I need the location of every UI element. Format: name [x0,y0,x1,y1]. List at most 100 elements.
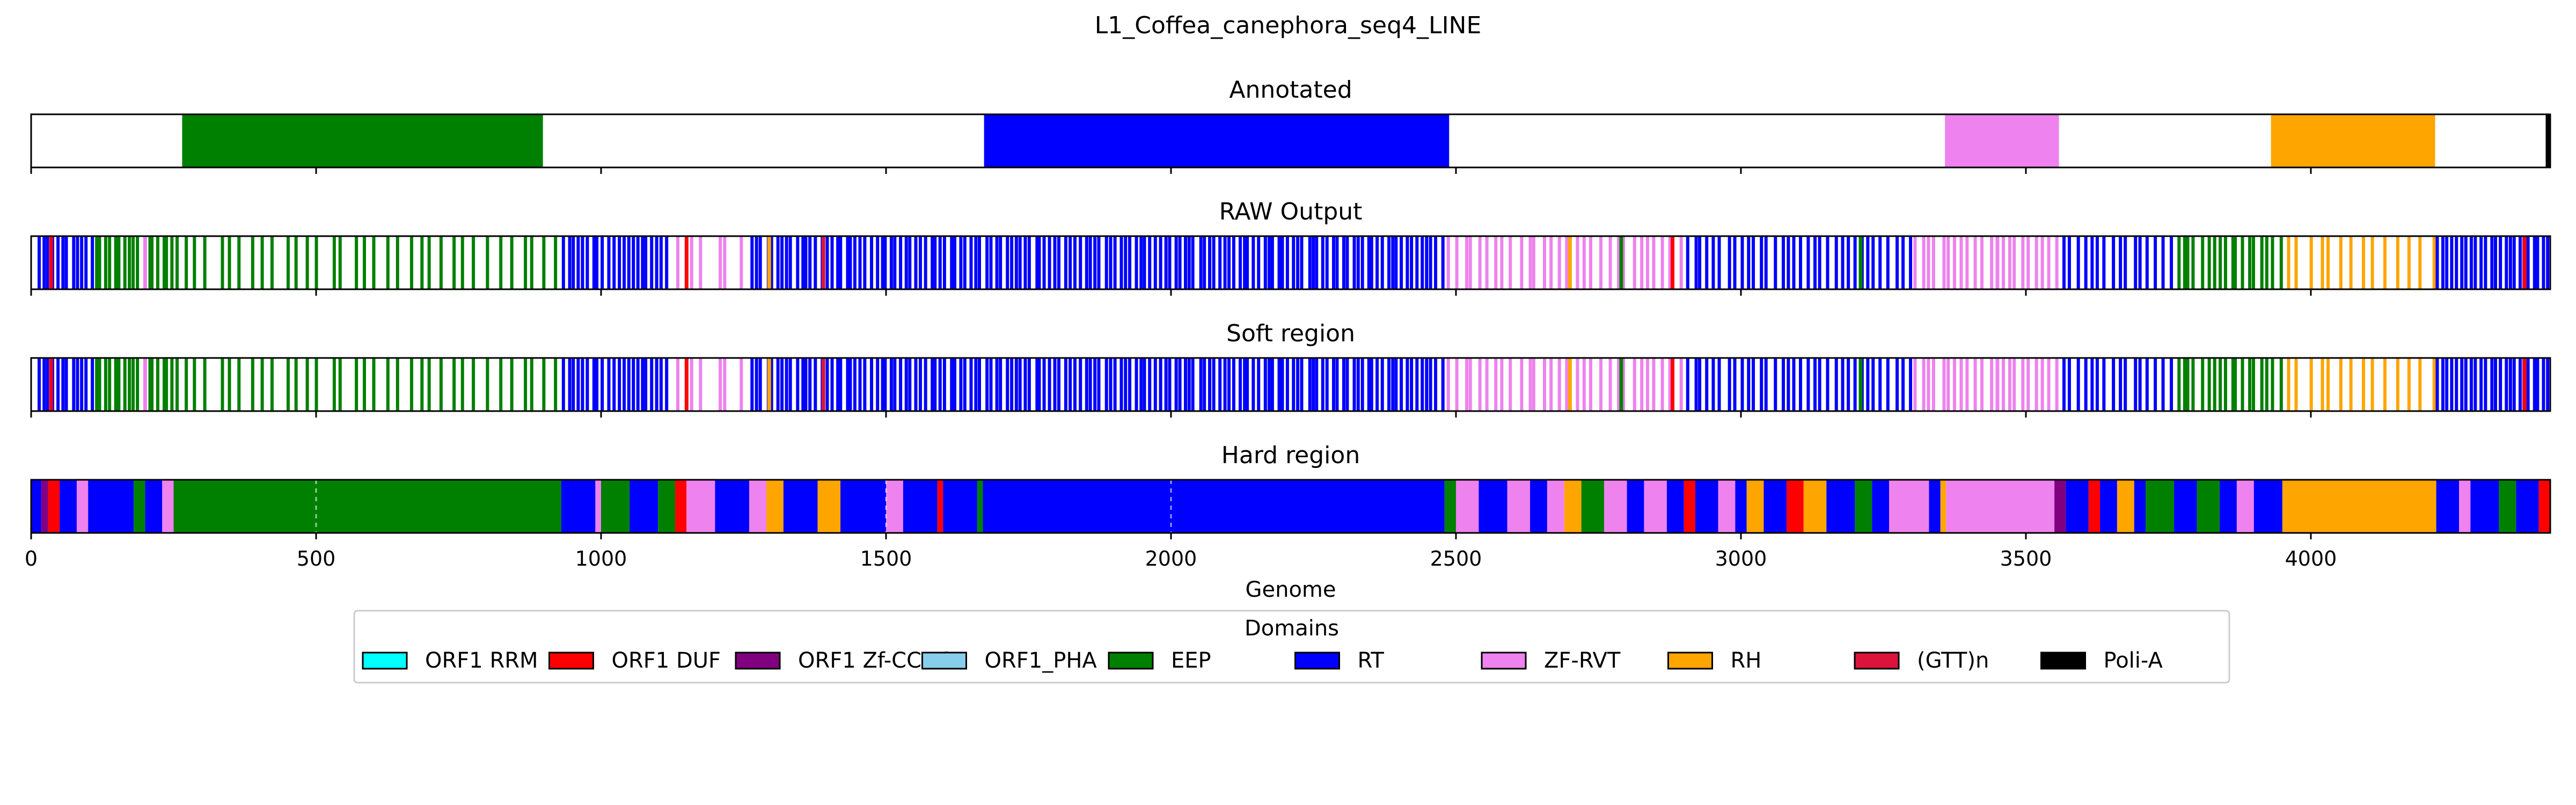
hard-region-segment-rt [783,480,818,533]
panel-raw-output-marks [37,236,2550,289]
x-tick-label: 1000 [575,547,627,570]
hard-region-segment-orf1-zf-cchc [41,480,48,533]
hard-region-segment-zf-rvt [2236,480,2254,533]
panel-title-hard-region: Hard region [1221,442,1360,469]
hard-region-segment-zf-rvt [1604,480,1627,533]
hard-region-segment-rt [2066,480,2089,533]
hard-region-segment-zf-rvt [595,480,601,533]
legend-label-rt: RT [1358,648,1385,673]
panel-title-annotated: Annotated [1229,76,1352,104]
hard-region-segment-rt [561,480,596,533]
hard-region-segment-zf-rvt [749,480,766,533]
hard-region-segment-rt [1929,480,1941,533]
hard-region-segment-rt [1666,480,1684,533]
hard-region-segment-rt [2174,480,2197,533]
panel-title-raw-output: RAW Output [1219,198,1363,225]
hard-region-segment-eep [977,480,983,533]
x-tick-label: 2500 [1430,547,1482,570]
hard-region-segment-zf-rvt [162,480,174,533]
panel-hard-region: Hard region [30,442,2551,539]
hard-region-segment-eep [658,480,676,533]
panel-soft-region-ticks [30,411,2312,418]
hard-region-segment-rt [903,480,938,533]
hard-region-segment-rh [2117,480,2134,533]
hard-region-segment-orf1-zf-cchc [2054,480,2066,533]
hard-region-segment-rt [630,480,658,533]
legend-swatch-rt [1294,652,1340,670]
hard-region-segment-rt [1763,480,1787,533]
legend-swatch-rh [1667,652,1713,670]
hard-region-segment-rt [145,480,163,533]
hard-region-segment-zf-rvt [1455,480,1479,533]
legend-label-gtt-n: (GTT)n [1917,648,1989,673]
legend-swatch-poli-a [2040,652,2086,670]
panel-soft-region-frame [30,357,2551,412]
hard-region-segment-eep [173,480,561,533]
hard-region-segment-rt [2100,480,2117,533]
legend: Domains ORF1 RRM ORF1 DUF ORF1 Zf-CCHC ORF1… [353,610,2230,684]
hard-region-segment-rt [1479,480,1507,533]
hard-region-segment-rt [1627,480,1644,533]
panel-soft-region-marks [37,358,2550,411]
hard-region-segment-rh [1940,480,1946,533]
hard-region-segment-rt [1826,480,1855,533]
x-axis: 0 500 1000 1500 2000 2500 3000 3500 4000 [25,547,2337,570]
panel-hard-region-ticks [30,533,2312,539]
legend-frame [353,610,2230,684]
annotated-segment-rt [984,114,1450,167]
hard-region-segment-rt [2516,480,2539,533]
hard-region-segment-eep [1444,480,1456,533]
panel-raw-output-ticks [30,289,2312,296]
hard-region-segment-rh [1803,480,1827,533]
legend-items: ORF1 RRM ORF1 DUF ORF1 Zf-CCHC ORF1_PHA EEP R… [362,648,2163,673]
hard-region-segment-eep [134,480,145,533]
hard-region-segment-rh [2282,480,2436,533]
x-tick-label: 4000 [2285,547,2337,570]
legend-label-orf1-duf: ORF1 DUF [612,648,721,673]
hard-region-segment-zf-rvt [686,480,715,533]
legend-swatch-orf1-zf-cchc [735,652,781,670]
panel-raw-output: RAW Output [30,198,2551,296]
x-tick-label: 1500 [860,547,912,570]
x-axis-label: Genome [1245,577,1336,602]
panel-annotated: Annotated [30,76,2551,174]
x-tick-label: 3000 [1715,547,1767,570]
hard-region-segment-orf1-duf [1684,480,1696,533]
legend-label-poli-a: Poli-A [2104,648,2163,673]
hard-region-segment-orf1-duf [48,480,60,533]
hard-region-segment-rt [1872,480,1890,533]
legend-swatch-eep [1108,652,1154,670]
hard-region-segment-rh [1746,480,1764,533]
figure-title: L1_Coffea_canephora_seq4_LINE [1095,12,1482,39]
hard-region-segment-eep [1581,480,1605,533]
x-tick-label: 500 [297,547,336,570]
hard-region-segment-zf-rvt [76,480,89,533]
annotated-segment-zf-rvt [1945,114,2059,167]
legend-title: Domains [1245,616,1339,641]
legend-label-rh: RH [1731,648,1762,673]
panel-soft-region: Soft region [30,320,2551,418]
hard-region-segment-orf1-duf [937,480,943,533]
hard-region-segment-rt [88,480,134,533]
hard-region-segment-rt [983,480,1445,533]
hard-region-segment-rt [715,480,750,533]
x-tick-label: 0 [25,547,38,570]
hard-region-segment-rt [2470,480,2499,533]
hard-region-segment-zf-rvt [2459,480,2471,533]
panel-annotated-ticks [30,167,2312,174]
panel-title-soft-region: Soft region [1226,320,1355,347]
legend-swatch-zf-rvt [1481,652,1527,670]
hard-region-segment-rh [1564,480,1582,533]
hard-region-segment-zf-rvt [1507,480,1531,533]
hard-region-segment-orf1-duf [1786,480,1804,533]
x-tick-label: 3500 [2000,547,2052,570]
hard-region-segment-rt [840,480,886,533]
legend-swatch-orf1-duf [548,652,594,670]
hard-region-segment-eep [2197,480,2220,533]
hard-region-segment-rt [2253,480,2282,533]
hard-region-segment-orf1-duf [675,480,687,533]
panel-hard-region-marks [31,480,2550,533]
legend-swatch-gtt-n [1854,652,1900,670]
hard-region-segment-rt [60,480,77,533]
